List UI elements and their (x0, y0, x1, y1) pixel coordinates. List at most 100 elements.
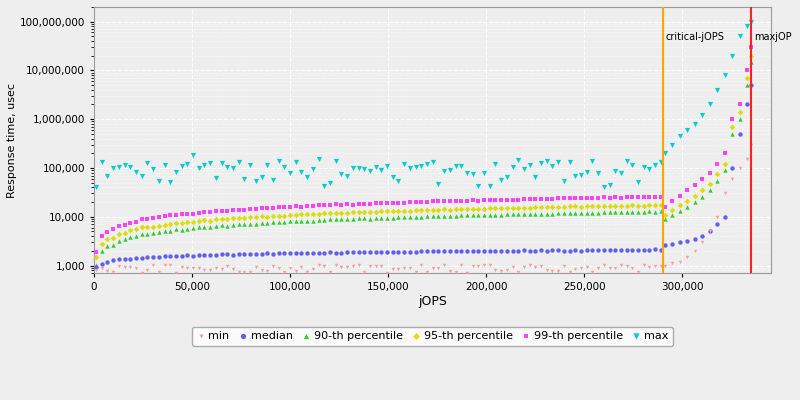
max (563, 158, 576, 165)
95-th percentile (358, 209, 370, 215)
median (466, 248, 479, 254)
median (449, 248, 462, 254)
95-th percentile (674, 202, 686, 209)
99-th percentile (232, 206, 245, 213)
median (552, 247, 565, 254)
max (250, 178, 262, 184)
min (164, 262, 177, 268)
min (443, 268, 456, 274)
min (146, 262, 159, 268)
min (170, 269, 182, 276)
median (654, 246, 667, 253)
99-th percentile (113, 223, 126, 229)
median (335, 249, 348, 256)
99-th percentile (261, 205, 274, 211)
90-th percentile (638, 209, 650, 215)
90-th percentile (518, 211, 530, 217)
99-th percentile (438, 198, 450, 204)
90-th percentile (130, 233, 142, 239)
min (95, 265, 108, 271)
90-th percentile (312, 217, 325, 224)
95-th percentile (215, 216, 228, 222)
min (124, 264, 137, 270)
95-th percentile (574, 204, 587, 210)
90-th percentile (569, 210, 582, 216)
99-th percentile (204, 209, 217, 216)
95-th percentile (221, 216, 234, 222)
95-th percentile (614, 202, 627, 209)
min (703, 228, 716, 235)
99-th percentile (688, 182, 701, 188)
median (346, 249, 359, 256)
99-th percentile (341, 201, 354, 208)
95-th percentile (649, 202, 662, 208)
max (398, 161, 410, 167)
median (238, 251, 251, 257)
90-th percentile (164, 227, 177, 234)
99-th percentile (726, 116, 738, 122)
median (638, 246, 650, 253)
95-th percentile (312, 211, 325, 217)
median (386, 248, 399, 255)
95-th percentile (658, 212, 671, 218)
min (726, 176, 738, 182)
90-th percentile (352, 215, 365, 222)
90-th percentile (415, 213, 428, 220)
95-th percentile (335, 210, 348, 216)
90-th percentile (95, 248, 108, 254)
90-th percentile (529, 210, 542, 217)
95-th percentile (534, 204, 547, 210)
95-th percentile (688, 192, 701, 199)
max (284, 170, 297, 176)
min (330, 262, 342, 268)
99-th percentile (164, 212, 177, 218)
90-th percentile (409, 214, 422, 220)
max (552, 159, 565, 166)
95-th percentile (370, 208, 382, 215)
max (210, 174, 222, 181)
min (90, 267, 102, 273)
max (221, 163, 234, 170)
min (244, 269, 257, 276)
min (415, 261, 428, 268)
median (649, 246, 662, 253)
95-th percentile (580, 203, 593, 209)
max (318, 183, 330, 190)
min (175, 264, 188, 270)
min (153, 269, 166, 276)
median (540, 248, 553, 254)
99-th percentile (654, 194, 667, 200)
min (718, 190, 731, 197)
max (426, 159, 439, 165)
95-th percentile (472, 206, 485, 212)
90-th percentile (523, 211, 536, 217)
99-th percentile (175, 211, 188, 218)
99-th percentile (295, 204, 308, 210)
min (318, 263, 330, 269)
max (494, 176, 507, 183)
99-th percentile (323, 202, 336, 208)
min (506, 263, 519, 270)
min (186, 264, 199, 271)
max (534, 160, 547, 166)
90-th percentile (146, 230, 159, 236)
max (483, 183, 496, 189)
min (574, 265, 587, 272)
max (558, 178, 570, 184)
95-th percentile (181, 218, 194, 225)
99-th percentile (244, 206, 257, 212)
95-th percentile (609, 203, 622, 209)
max (523, 162, 536, 169)
95-th percentile (638, 202, 650, 209)
max (278, 164, 290, 170)
95-th percentile (244, 214, 257, 220)
max (146, 166, 159, 172)
90-th percentile (649, 208, 662, 215)
90-th percentile (421, 213, 434, 220)
max (718, 72, 731, 78)
min (421, 269, 434, 276)
median (352, 249, 365, 255)
90-th percentile (124, 234, 137, 240)
90-th percentile (688, 199, 701, 205)
95-th percentile (506, 205, 519, 211)
